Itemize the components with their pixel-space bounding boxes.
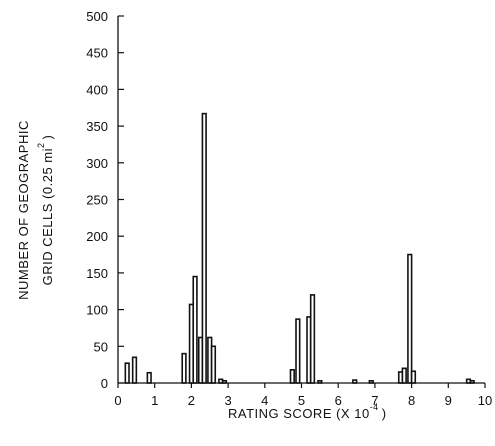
histogram-bar-7	[201, 112, 207, 384]
y-tick-label: 150	[86, 266, 108, 281]
histogram-bar-0	[124, 362, 130, 384]
y-tick-label: 100	[86, 303, 108, 318]
histogram-bar-9	[210, 345, 217, 384]
y-tick-label: 250	[86, 193, 108, 208]
histogram-bar-1	[131, 356, 138, 384]
histogram-bar-20	[401, 367, 407, 384]
histogram-bar-12	[289, 368, 295, 384]
y-axis-title-exponent: 2	[36, 142, 46, 148]
x-tick-label: 7	[371, 393, 378, 408]
y-axis-title-line1: NUMBER OF GEOGRAPHIC	[16, 120, 31, 300]
x-tick-label: 2	[188, 393, 195, 408]
x-tick-label: 9	[445, 393, 452, 408]
y-tick-label: 350	[86, 119, 108, 134]
y-tick-label: 400	[86, 82, 108, 97]
y-tick-label: 200	[86, 229, 108, 244]
y-axis-title-line2: GRID CELLS (0.25 mi2)	[36, 135, 55, 286]
x-tick-label: 6	[335, 393, 342, 408]
axes-layer	[117, 16, 485, 384]
histogram-bar-21	[407, 253, 413, 384]
y-tick-label: 50	[94, 339, 108, 354]
x-tick-label: 0	[114, 393, 121, 408]
ticks-layer: 0 1 2 3 4 5 6 7 8 9 100501001502002503003504004505…	[86, 9, 492, 408]
y-tick-label: 500	[86, 9, 108, 24]
y-tick-label: 0	[101, 376, 108, 391]
x-tick-label: 5	[298, 393, 305, 408]
histogram-bar-2	[146, 371, 152, 384]
histogram-bar-22	[410, 370, 417, 384]
histogram-bar-3	[181, 352, 187, 384]
x-tick-label: 1	[151, 393, 158, 408]
x-axis-title-exponent: -4	[370, 402, 379, 412]
x-tick-label: 3	[224, 393, 231, 408]
x-tick-label: 4	[261, 393, 268, 408]
x-tick-label: 8	[408, 393, 415, 408]
x-tick-label: 10	[478, 393, 492, 408]
histogram-bar-13	[295, 318, 301, 384]
histogram-bar-5	[192, 275, 198, 384]
y-tick-label: 450	[86, 46, 108, 61]
y-tick-label: 300	[86, 156, 108, 171]
bars-layer	[124, 112, 475, 384]
histogram-bar-15	[309, 294, 316, 384]
x-axis-title: RATING SCORE (X 10-4)	[228, 402, 387, 421]
